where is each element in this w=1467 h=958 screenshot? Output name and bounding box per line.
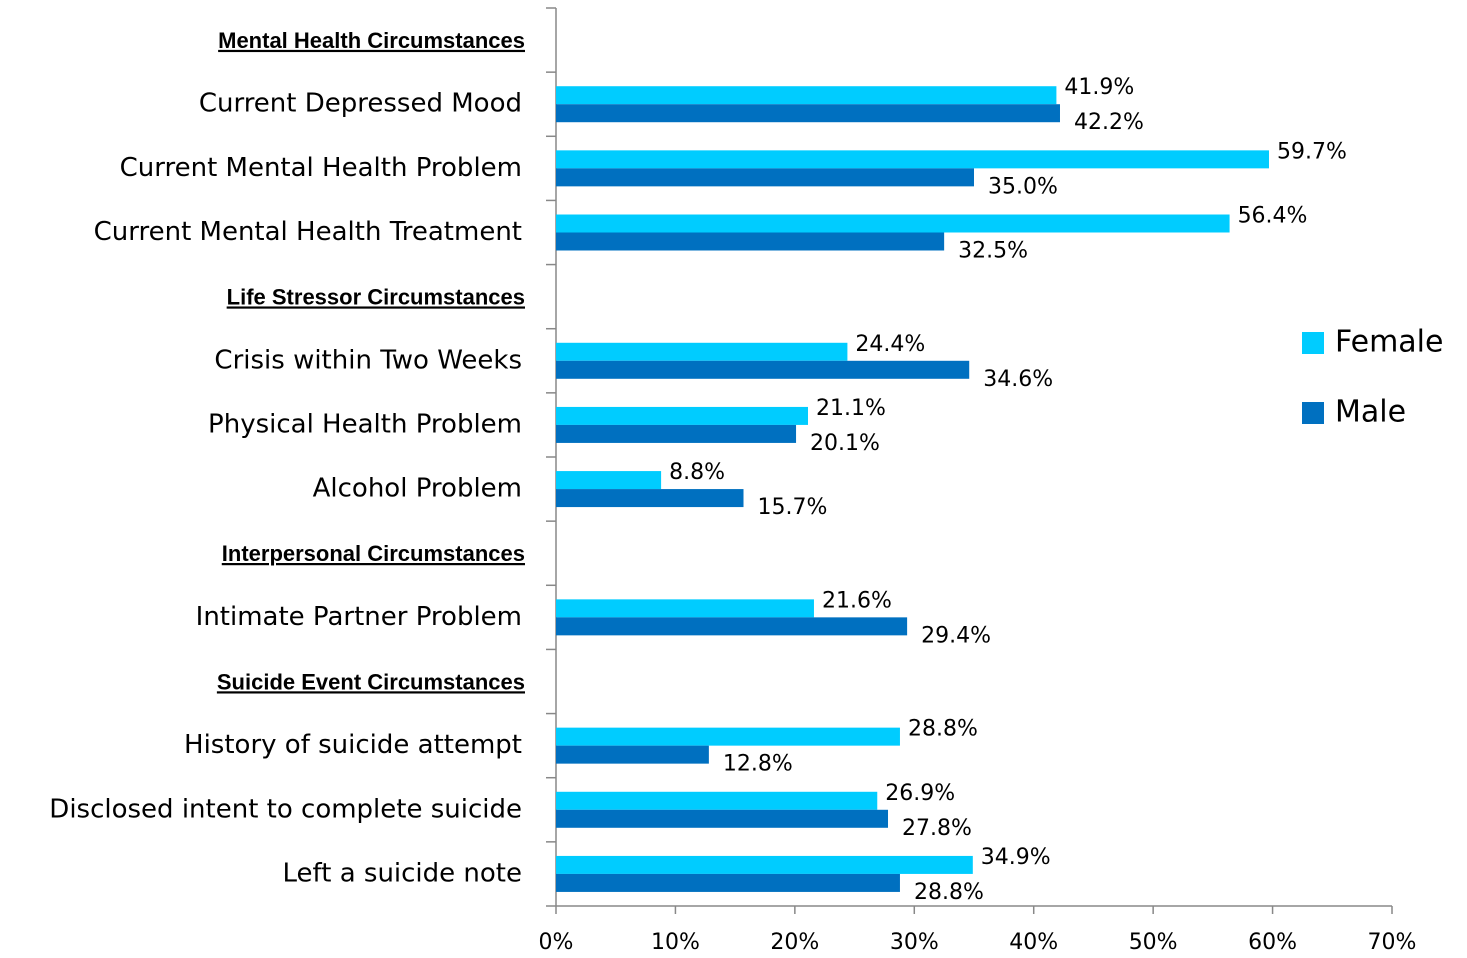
- bar: [556, 489, 744, 508]
- bar: [556, 232, 945, 251]
- value-label: 26.9%: [885, 781, 955, 806]
- x-tick-label: 20%: [770, 930, 819, 955]
- bar: [556, 342, 848, 361]
- category-label: Crisis within Two Weeks: [214, 345, 522, 375]
- value-label: 28.8%: [908, 717, 978, 742]
- section-header: Suicide Event Circumstances: [217, 669, 525, 694]
- value-label: 32.5%: [958, 239, 1028, 264]
- value-label: 35.0%: [988, 174, 1058, 199]
- category-label: Physical Health Problem: [208, 409, 522, 439]
- bar: [556, 104, 1060, 123]
- value-label: 15.7%: [758, 495, 828, 520]
- bar: [556, 150, 1269, 169]
- x-tick-label: 50%: [1129, 930, 1178, 955]
- bar: [556, 599, 814, 618]
- category-label: Disclosed intent to complete suicide: [49, 794, 522, 824]
- bar: [556, 617, 908, 636]
- category-label: Current Mental Health Problem: [120, 153, 522, 183]
- section-header: Interpersonal Circumstances: [222, 541, 525, 566]
- legend-label: Male: [1335, 395, 1406, 430]
- value-label: 28.8%: [914, 880, 984, 905]
- section-header: Mental Health Circumstances: [218, 28, 525, 53]
- bar: [556, 214, 1230, 233]
- category-label: Alcohol Problem: [313, 474, 522, 504]
- value-label: 34.6%: [983, 367, 1053, 392]
- x-tick-label: 10%: [651, 930, 700, 955]
- bar: [556, 471, 662, 490]
- value-label: 34.9%: [981, 845, 1051, 870]
- value-label: 59.7%: [1277, 139, 1347, 164]
- bar: [556, 360, 970, 379]
- x-tick-label: 70%: [1368, 930, 1417, 955]
- x-tick-label: 40%: [1009, 930, 1058, 955]
- category-label: Left a suicide note: [283, 858, 522, 888]
- x-tick-label: 30%: [890, 930, 939, 955]
- value-label: 24.4%: [855, 332, 925, 357]
- value-label: 8.8%: [669, 460, 725, 485]
- value-label: 41.9%: [1064, 75, 1134, 100]
- x-tick-label: 60%: [1248, 930, 1297, 955]
- value-label: 56.4%: [1238, 204, 1308, 229]
- legend-label: Female: [1335, 325, 1443, 360]
- bar: [556, 424, 797, 443]
- category-label: History of suicide attempt: [184, 730, 522, 760]
- bar: [556, 809, 889, 828]
- x-tick-label: 0%: [539, 930, 574, 955]
- bar: [556, 168, 974, 187]
- category-label: Current Mental Health Treatment: [94, 217, 522, 247]
- category-label: Intimate Partner Problem: [196, 602, 522, 632]
- section-header: Life Stressor Circumstances: [227, 284, 525, 309]
- value-label: 12.8%: [723, 752, 793, 777]
- value-label: 29.4%: [921, 623, 991, 648]
- value-label: 20.1%: [810, 431, 880, 456]
- bar: [556, 745, 709, 764]
- bar: [556, 406, 808, 425]
- value-label: 42.2%: [1074, 110, 1144, 135]
- bar: [556, 873, 900, 892]
- bar: [556, 855, 973, 874]
- legend-swatch: [1302, 332, 1324, 354]
- bar: [556, 86, 1057, 105]
- bar: [556, 791, 878, 810]
- category-label: Current Depressed Mood: [199, 89, 522, 119]
- value-label: 21.1%: [816, 396, 886, 421]
- legend-swatch: [1302, 402, 1324, 424]
- value-label: 21.6%: [822, 588, 892, 613]
- bar: [556, 727, 900, 746]
- value-label: 27.8%: [902, 816, 972, 841]
